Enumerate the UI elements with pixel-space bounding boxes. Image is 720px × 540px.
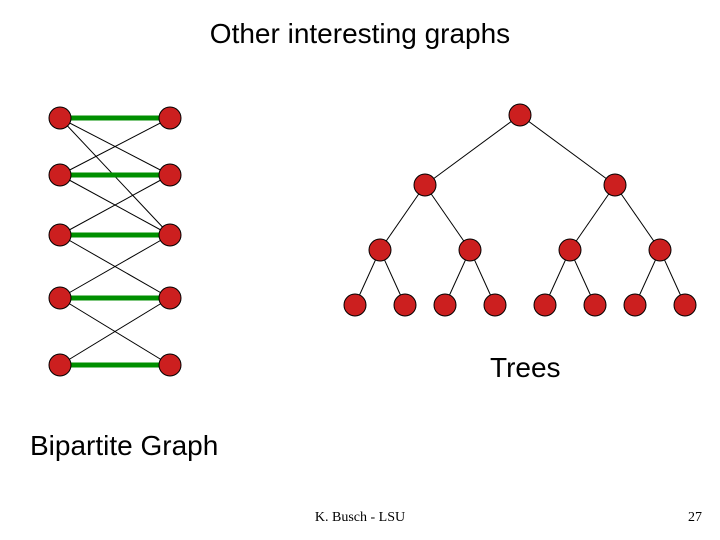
label-bipartite: Bipartite Graph — [30, 430, 218, 462]
page-title: Other interesting graphs — [0, 18, 720, 50]
bipartite-graph — [20, 90, 220, 400]
label-trees: Trees — [490, 352, 561, 384]
footer-text: K. Busch - LSU — [0, 510, 720, 526]
tree-graph — [330, 90, 710, 320]
page-number: 27 — [688, 510, 702, 526]
